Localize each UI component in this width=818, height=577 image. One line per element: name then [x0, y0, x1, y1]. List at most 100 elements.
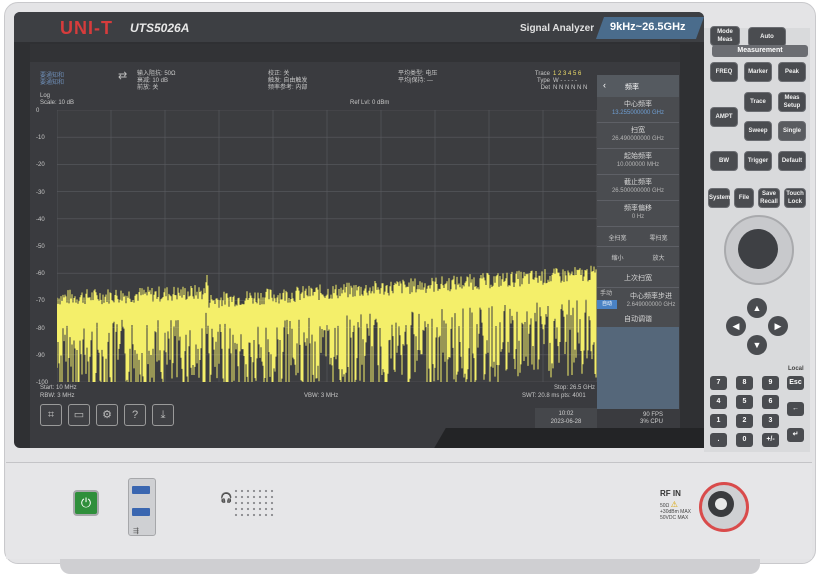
preamp: 前放: 关 [137, 85, 159, 91]
esc-key[interactable]: Esc [787, 376, 804, 390]
rotary-knob[interactable] [724, 215, 794, 285]
arrow-down-icon[interactable]: ▼ [747, 335, 767, 355]
y-tick-label: -40 [36, 216, 45, 223]
start-freq-value: 10.000000 MHz [616, 162, 660, 168]
save-recall-button[interactable]: Save Recall [758, 188, 780, 208]
y-tick-label: 0 [36, 108, 40, 114]
key-4[interactable]: 4 [710, 395, 727, 409]
cf-step-item[interactable]: 中心频率步进 2.649000000 GHz [620, 292, 682, 310]
model-name: UTS5026A [130, 21, 190, 35]
usb-port-2[interactable] [132, 508, 150, 516]
system-button[interactable]: System [708, 188, 730, 208]
menu-divider [597, 266, 679, 267]
key-.[interactable]: . [710, 433, 727, 447]
folder-icon[interactable]: ▭ [68, 404, 90, 426]
back-icon[interactable]: ‹ [603, 80, 606, 90]
gear-icon[interactable]: ⚙ [96, 404, 118, 426]
meas-setup-button[interactable]: Meas Setup [778, 92, 806, 112]
cpu: 3% CPU [640, 419, 664, 425]
menu-divider [597, 122, 679, 123]
key-2[interactable]: 2 [736, 414, 753, 428]
front-panel-lower [6, 462, 812, 559]
last-span-button[interactable]: 上次扫宽 [624, 275, 652, 282]
menu-empty-area [597, 327, 679, 409]
rbw: RBW: 3 MHz [40, 393, 75, 399]
start-freq-item[interactable]: 起始频率 10.000000 MHz [597, 152, 679, 170]
sweep-time: SWT: 20.8 ms pts: 4001 [522, 393, 586, 399]
rf-spec: 50Ω ⚠ +30dBm MAX 50VDC MAX [660, 500, 691, 522]
arrow-right-icon[interactable]: ▶ [768, 316, 788, 336]
y-tick-label: -70 [36, 298, 45, 305]
headphone-icon: 🎧 [220, 493, 233, 504]
power-icon[interactable]: ⏻ [73, 490, 99, 516]
center-freq-item[interactable]: 中心频率 13.255000000 GHz [597, 100, 679, 118]
key-0[interactable]: 0 [736, 433, 753, 447]
vbw: VBW: 3 MHz [304, 393, 339, 399]
freq-offset-item[interactable]: 频率偏移 0 Hz [597, 204, 679, 222]
touch-lock-button[interactable]: Touch Lock [784, 188, 806, 208]
default-button[interactable]: Default [778, 151, 806, 171]
zoom-out-button[interactable]: 缩小 [611, 256, 624, 262]
peak-button[interactable]: Peak [778, 62, 806, 82]
arrow-left-icon[interactable]: ◀ [726, 316, 746, 336]
reference-level: Ref Lvl: 0 dBm [350, 100, 390, 106]
freq-button[interactable]: FREQ [710, 62, 738, 82]
key-3[interactable]: 3 [762, 414, 779, 428]
knob-center[interactable] [738, 229, 778, 269]
clock: 10:02 2023-06-28 [535, 408, 597, 430]
center-freq-value: 13.255000000 GHz [611, 110, 665, 116]
instrument-foot [60, 558, 760, 574]
key-8[interactable]: 8 [736, 376, 753, 390]
mode-tag-2[interactable]: 要通知和 [40, 80, 65, 86]
rf-impedance: 50Ω [660, 503, 670, 509]
key-1[interactable]: 1 [710, 414, 727, 428]
attenuation: 衰减: 10 dB [137, 78, 169, 84]
marker-button[interactable]: Marker [744, 62, 772, 82]
screenshot-icon[interactable]: ⌗ [40, 404, 62, 426]
menu-title: 频率 [625, 84, 639, 91]
mode-tag-1[interactable]: 要通知和 [40, 73, 65, 79]
key-6[interactable]: 6 [762, 395, 779, 409]
sweep-button[interactable]: Sweep [744, 121, 772, 141]
key-9[interactable]: 9 [762, 376, 779, 390]
bw-button[interactable]: BW [710, 151, 738, 171]
full-span-button[interactable]: 全扫宽 [608, 236, 627, 242]
spectrum-plot[interactable] [57, 110, 597, 382]
arrow-up-icon[interactable]: ▲ [747, 298, 767, 318]
usb-port-1[interactable] [132, 486, 150, 494]
backspace-key[interactable]: ← [787, 402, 804, 416]
zero-span-button[interactable]: 零扫宽 [649, 236, 668, 242]
brand-logo: UNI-T [60, 18, 113, 38]
ampt-button[interactable]: AMPT [710, 107, 738, 127]
type-label: Type [536, 78, 550, 84]
manual-option[interactable]: 手动 [600, 291, 613, 297]
menu-divider [597, 148, 679, 149]
trace-numbers[interactable]: 1 2 3 4 5 6 [553, 71, 582, 77]
key-5[interactable]: 5 [736, 395, 753, 409]
key-7[interactable]: 7 [710, 376, 727, 390]
auto-button[interactable]: Auto [748, 27, 786, 47]
zoom-in-button[interactable]: 放大 [652, 256, 665, 262]
key-+/-[interactable]: +/- [762, 433, 779, 447]
scale-type: Log [40, 93, 51, 99]
stop-freq-item[interactable]: 截止频率 26.500000000 GHz [597, 178, 679, 196]
trigger-button[interactable]: Trigger [744, 151, 772, 171]
single-button[interactable]: Single [778, 121, 806, 141]
auto-option[interactable]: 自动 [597, 300, 617, 309]
trace-button[interactable]: Trace [744, 92, 772, 112]
enter-key[interactable]: ↵ [787, 428, 804, 442]
span-item[interactable]: 扫宽 26.490000000 GHz [597, 126, 679, 144]
help-icon[interactable]: ? [124, 404, 146, 426]
file-button[interactable]: File [734, 188, 754, 208]
warning-icon: ⚠ [670, 500, 678, 509]
auto-tune-button[interactable]: 自动调谐 [624, 316, 652, 323]
stop-freq-value: 26.500000000 GHz [611, 188, 665, 194]
menu-header[interactable]: ‹ 频率 [597, 75, 679, 97]
swap-icon[interactable]: ⇄ [118, 70, 128, 82]
mode-meas-button[interactable]: Mode Meas [710, 26, 740, 46]
stop-freq: Stop: 26.5 GHz [554, 385, 596, 391]
download-icon[interactable]: ⤓ [152, 404, 174, 426]
trigger-mode: 触发: 自由触发 [268, 78, 308, 84]
date: 2023-06-28 [550, 419, 582, 425]
measurement-title: Measurement [712, 45, 808, 57]
